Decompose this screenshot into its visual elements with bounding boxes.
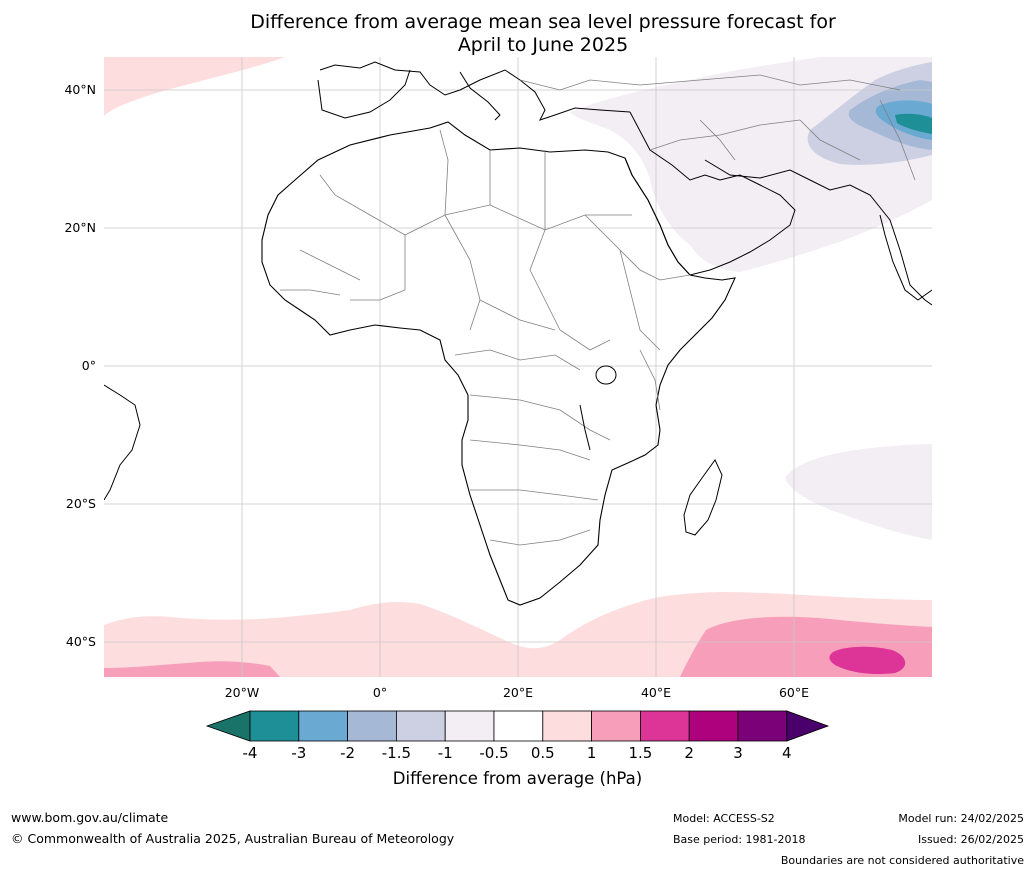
colorbar-tick-label: -0.5 xyxy=(479,744,509,762)
lon-label-60e: 60°E xyxy=(778,685,810,700)
colorbar-swatch xyxy=(249,710,300,742)
colorbar-extend-low xyxy=(205,710,251,742)
persian-gulf-coast xyxy=(704,159,932,306)
colorbar-swatch xyxy=(591,710,641,742)
colorbar-tick-label: 2 xyxy=(684,744,694,762)
madagascar xyxy=(683,459,723,536)
footer-copyright: © Commonwealth of Australia 2025, Austra… xyxy=(11,831,455,846)
lat-label-20n: 20°N xyxy=(64,220,96,235)
iberia-coast xyxy=(317,69,411,119)
lon-label-20w: 20°W xyxy=(224,685,260,700)
lat-label-40s: 40°S xyxy=(65,634,96,649)
anomaly-positive-southern-ocean-3 xyxy=(104,661,280,677)
footer-url: www.bom.gov.au/climate xyxy=(11,810,169,825)
lat-label-40n: 40°N xyxy=(64,82,96,97)
colorbar-label: Difference from average (hPa) xyxy=(392,769,643,788)
italy-coast xyxy=(459,71,501,121)
colorbar-tick-label: 4 xyxy=(782,744,792,762)
footer-issued: Issued: 26/02/2025 xyxy=(917,833,1024,846)
anomaly-negative-asia-4 xyxy=(895,113,932,134)
colorbar-extend-high xyxy=(786,710,830,742)
map-title-line-1: Difference from average mean sea level p… xyxy=(250,11,836,33)
map-area xyxy=(104,57,932,677)
lake-victoria xyxy=(595,365,617,385)
footer-model-run: Model run: 24/02/2025 xyxy=(898,812,1024,825)
lake-tanganyika xyxy=(579,404,591,451)
colorbar-tick-label: -3 xyxy=(291,744,307,762)
colorbar-swatch xyxy=(542,710,592,742)
colorbar-tick-label: -1 xyxy=(437,744,453,762)
colorbar-tick-label: 0.5 xyxy=(530,744,555,762)
europe-asia-coast xyxy=(319,61,796,276)
anomaly-positive-north-atlantic xyxy=(104,57,285,116)
lat-label-20s: 20°S xyxy=(65,496,96,511)
india-coast xyxy=(879,214,932,301)
south-america-coast xyxy=(104,384,141,501)
colorbar-swatch xyxy=(444,710,495,742)
anomaly-negative-indian-ocean xyxy=(785,444,932,540)
colorbar-tick-label: -2 xyxy=(340,744,356,762)
colorbar-tick-label: -1.5 xyxy=(381,744,412,762)
graticule xyxy=(104,57,932,677)
colorbar-tick-label: 3 xyxy=(733,744,743,762)
colorbar-swatch xyxy=(395,710,446,742)
colorbar-swatch xyxy=(688,710,739,742)
country-borders xyxy=(280,74,916,546)
colorbar-swatch xyxy=(737,710,788,742)
footer-disclaimer: Boundaries are not considered authoritat… xyxy=(780,854,1024,867)
colorbar-tick-label: 1 xyxy=(586,744,597,762)
anomaly-positive-southern-ocean-4 xyxy=(829,646,906,675)
lon-label-0: 0° xyxy=(372,685,388,700)
lat-label-0: 0° xyxy=(81,358,96,373)
map-title-line-2: April to June 2025 xyxy=(457,34,629,56)
colorbar-swatch xyxy=(640,710,690,742)
lon-label-40e: 40°E xyxy=(640,685,672,700)
colorbar-tick-label: -4 xyxy=(242,744,258,762)
lon-label-20e: 20°E xyxy=(502,685,534,700)
colorbar-tick-label: 1.5 xyxy=(628,744,653,762)
colorbar-swatch xyxy=(347,710,397,742)
colorbar-swatch xyxy=(493,710,544,742)
footer-base-period: Base period: 1981-2018 xyxy=(673,833,806,846)
colorbar-swatch xyxy=(298,710,348,742)
footer-model: Model: ACCESS-S2 xyxy=(673,812,775,825)
